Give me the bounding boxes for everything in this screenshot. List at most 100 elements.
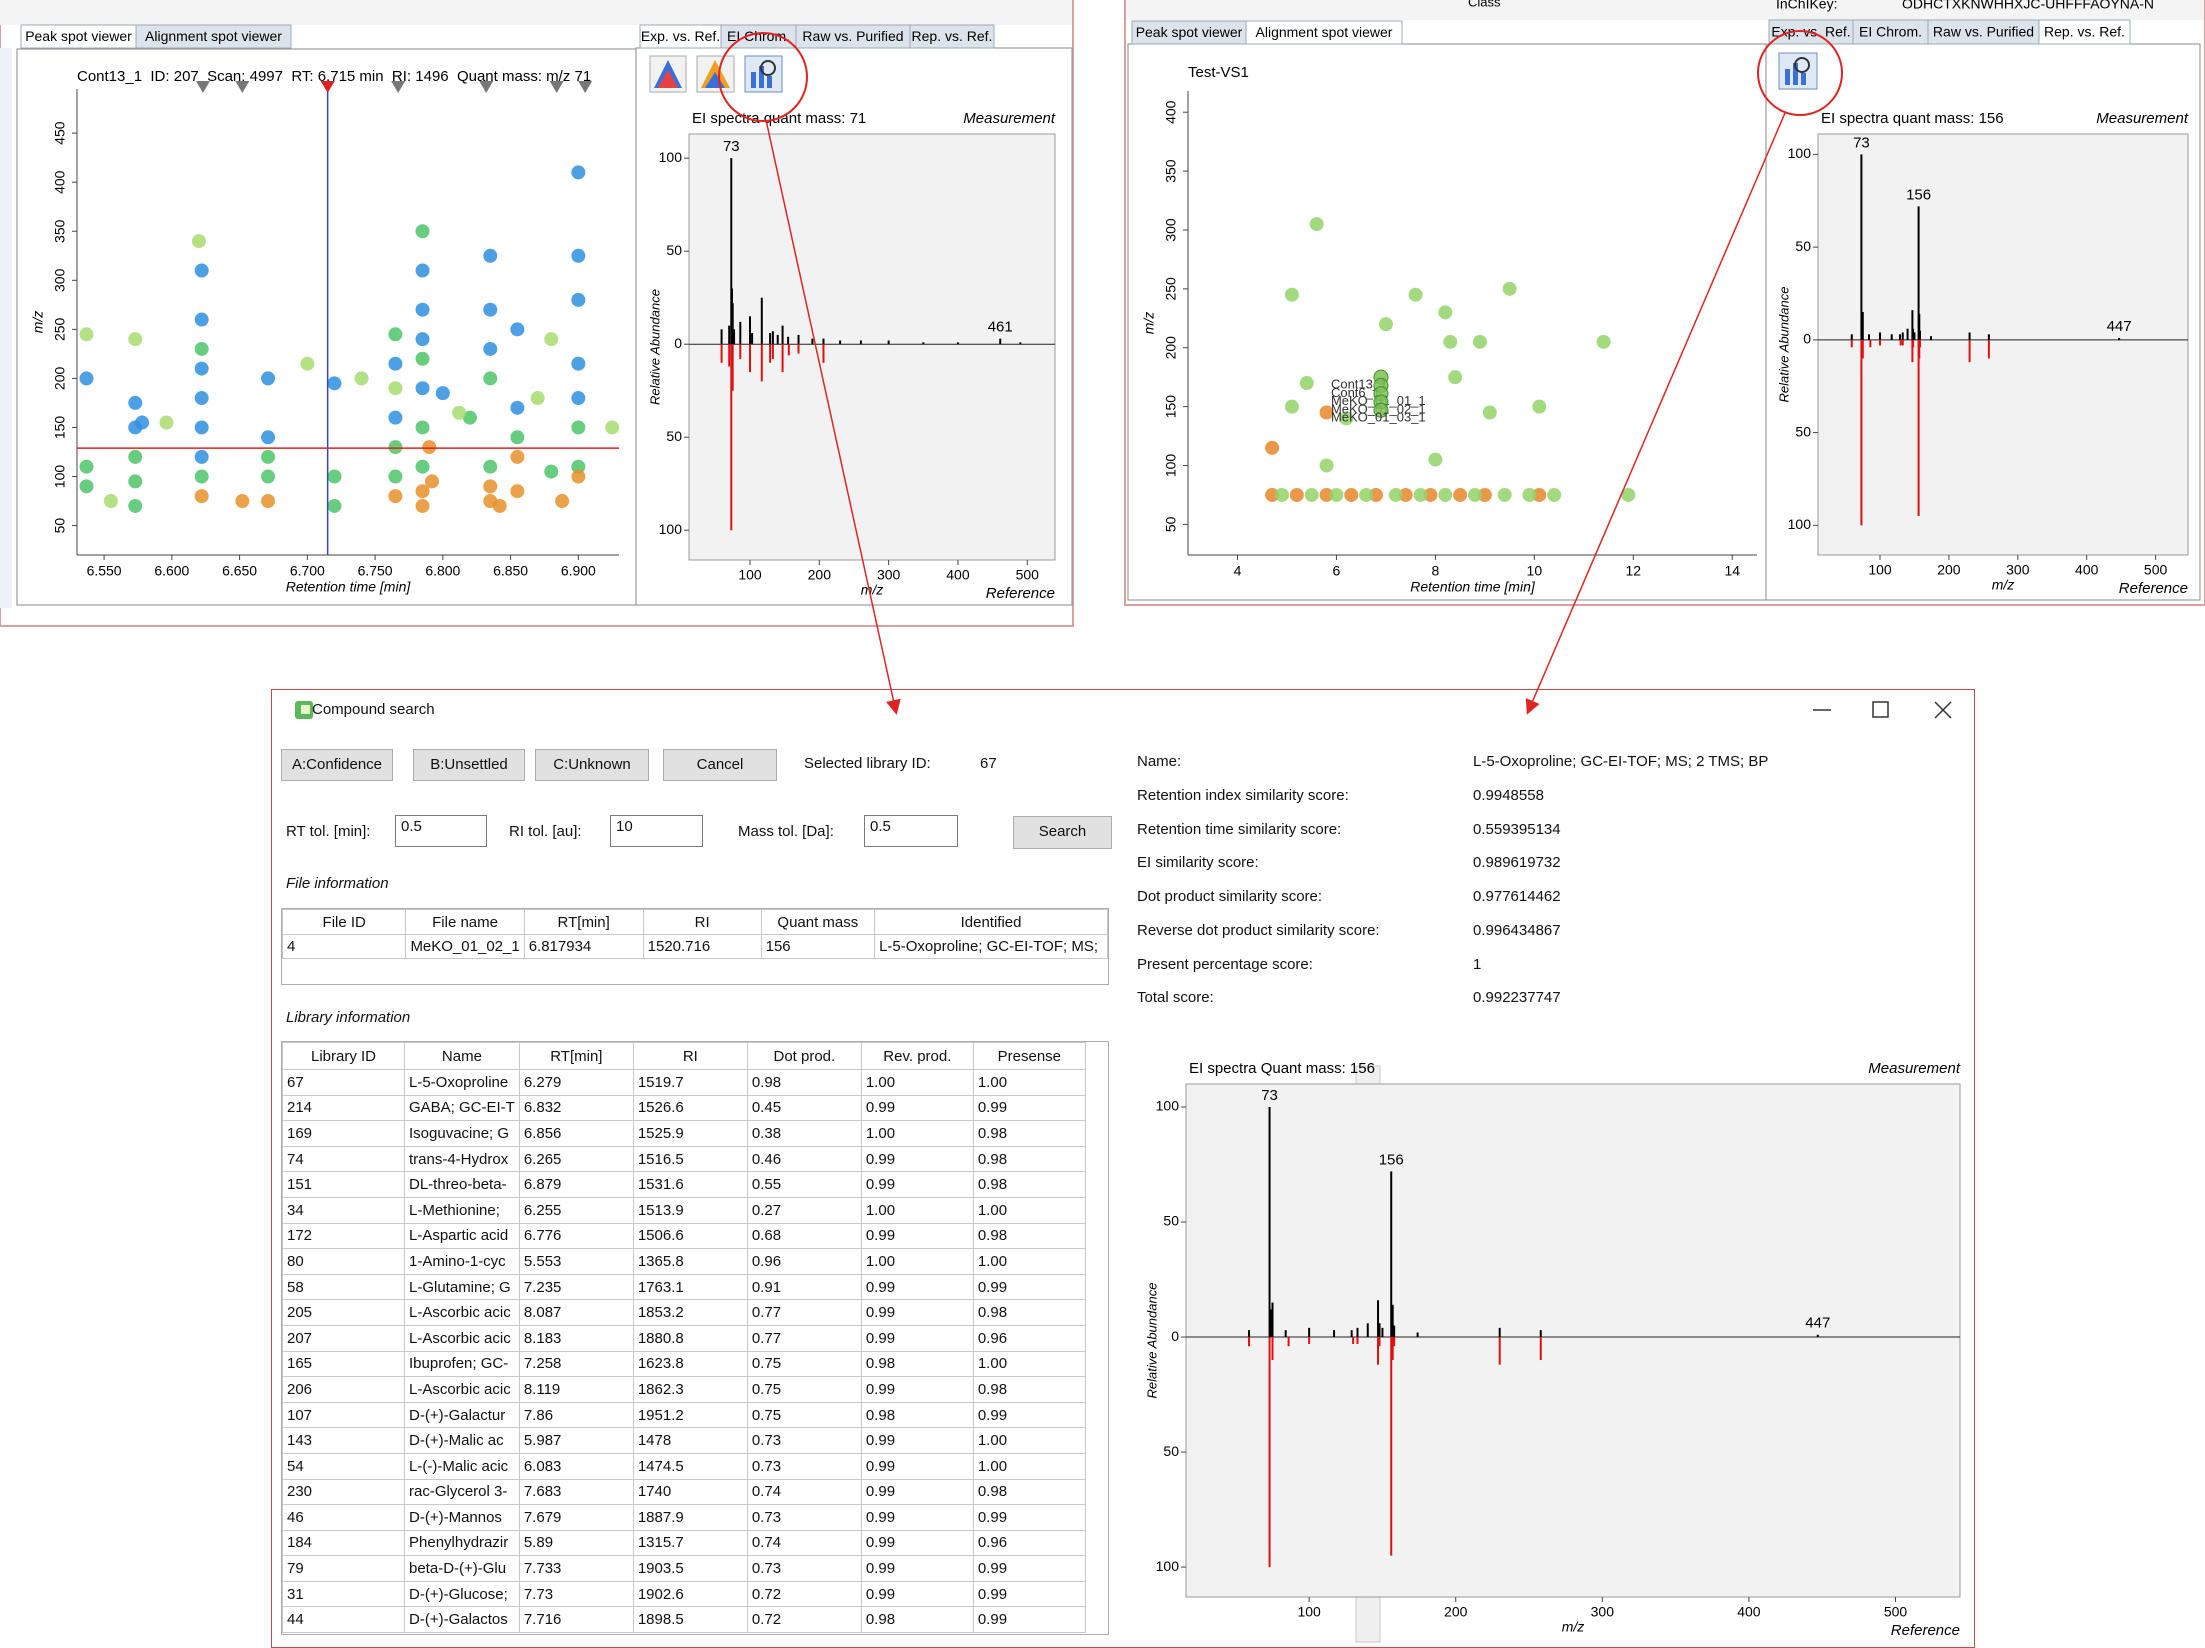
table-row[interactable]: 79 beta-D-(+)-Glu 7.733 1903.5 0.73 0.99 0.99 xyxy=(282,1555,1086,1582)
spot[interactable] xyxy=(194,361,209,376)
spot[interactable] xyxy=(1265,487,1280,502)
table-row[interactable]: 151 DL-threo-beta- 6.879 1531.6 0.55 0.99 0.98 xyxy=(282,1171,1086,1198)
spot[interactable] xyxy=(1289,487,1304,502)
button[interactable]: Cancel xyxy=(663,749,777,781)
spot[interactable] xyxy=(1373,402,1389,418)
spot[interactable] xyxy=(79,327,94,342)
spot[interactable] xyxy=(1472,334,1487,349)
table-row[interactable]: 206 L-Ascorbic acic 8.119 1862.3 0.75 0.99 0.9… xyxy=(282,1376,1086,1403)
column-header[interactable]: File ID xyxy=(281,909,407,935)
spot[interactable] xyxy=(415,381,430,396)
spot[interactable] xyxy=(571,391,586,406)
tab-label[interactable]: Exp. vs. Ref. xyxy=(1771,24,1850,40)
spot[interactable] xyxy=(1339,411,1354,426)
spectrum-tool-icons[interactable] xyxy=(1778,52,1818,90)
column-header[interactable]: Library ID xyxy=(282,1042,405,1070)
spot[interactable] xyxy=(388,440,403,455)
table-row[interactable]: 214 GABA; GC-EI-T 6.832 1526.6 0.45 0.99 0.99 xyxy=(282,1094,1086,1122)
tab[interactable] xyxy=(909,24,995,49)
column-header[interactable]: File name xyxy=(405,909,525,935)
spot[interactable] xyxy=(191,234,206,249)
table-row[interactable]: 58 L-Glutamine; G 7.235 1763.1 0.91 0.99 0.99 xyxy=(282,1273,1086,1301)
column-header[interactable]: Quant mass xyxy=(760,909,876,935)
spot[interactable] xyxy=(1497,487,1512,502)
spot[interactable] xyxy=(79,479,94,494)
column-header[interactable]: Dot prod. xyxy=(746,1042,862,1070)
tab[interactable] xyxy=(1245,20,1403,45)
tab[interactable] xyxy=(135,24,292,49)
spot[interactable] xyxy=(388,327,403,342)
column-header[interactable]: RT[min] xyxy=(518,1042,634,1070)
spot[interactable] xyxy=(235,494,250,509)
table-row[interactable]: 54 L-(-)-Malic acic 6.083 1474.5 0.73 0.99 1.0… xyxy=(282,1452,1086,1480)
spot[interactable] xyxy=(1284,399,1299,414)
tab-label[interactable]: Peak spot viewer xyxy=(1136,24,1243,40)
tab[interactable] xyxy=(1927,19,2040,45)
spot[interactable] xyxy=(483,248,498,263)
spot[interactable] xyxy=(435,386,450,401)
spot[interactable] xyxy=(261,469,276,484)
spot[interactable] xyxy=(571,248,586,263)
spot[interactable] xyxy=(300,356,315,371)
spot[interactable] xyxy=(1482,405,1497,420)
column-header[interactable]: RT[min] xyxy=(523,909,644,935)
spot[interactable] xyxy=(1621,487,1636,502)
spot[interactable] xyxy=(1448,370,1463,385)
tab-label[interactable]: Raw vs. Purified xyxy=(802,28,903,44)
spot[interactable] xyxy=(128,449,143,464)
spot[interactable] xyxy=(483,371,498,386)
spot[interactable] xyxy=(1423,487,1438,502)
tab-label[interactable]: Exp. vs. Ref. xyxy=(641,28,720,44)
spot[interactable] xyxy=(135,415,150,430)
spot[interactable] xyxy=(1438,305,1453,320)
spot[interactable] xyxy=(1275,487,1290,502)
tolerance-input[interactable]: 0.5 xyxy=(395,815,487,847)
spot[interactable] xyxy=(492,498,507,513)
close-button[interactable] xyxy=(1934,701,1952,719)
spot[interactable] xyxy=(422,440,437,455)
table-row[interactable]: 80 1-Amino-1-cyc 5.553 1365.8 0.96 1.00 1.00 xyxy=(282,1248,1086,1275)
spot[interactable] xyxy=(194,391,209,406)
spot[interactable] xyxy=(194,341,209,356)
spot[interactable] xyxy=(1502,281,1517,296)
spot[interactable] xyxy=(128,332,143,347)
spot[interactable] xyxy=(510,449,525,464)
tab-label[interactable]: Alignment spot viewer xyxy=(145,28,282,44)
spot[interactable] xyxy=(544,332,559,347)
spot[interactable] xyxy=(1438,487,1453,502)
spot[interactable] xyxy=(1369,487,1384,502)
spot[interactable] xyxy=(128,498,143,513)
spot[interactable] xyxy=(605,420,620,435)
spot[interactable] xyxy=(483,479,498,494)
tab-label[interactable]: Raw vs. Purified xyxy=(1933,24,2034,40)
spot[interactable] xyxy=(79,371,94,386)
tab-label[interactable]: EI Chrom. xyxy=(727,28,790,44)
spot[interactable] xyxy=(327,469,342,484)
tolerance-input[interactable]: 0.5 xyxy=(864,815,958,847)
spot[interactable] xyxy=(415,332,430,347)
table-row[interactable]: 67 L-5-Oxoproline 6.279 1519.7 0.98 1.00 1.00 xyxy=(282,1069,1086,1096)
spot[interactable] xyxy=(261,371,276,386)
spot[interactable] xyxy=(1319,405,1334,420)
tab[interactable] xyxy=(1852,19,1929,45)
spot[interactable] xyxy=(571,165,586,180)
spot[interactable] xyxy=(415,351,430,366)
column-header[interactable]: RI xyxy=(642,909,762,935)
spot[interactable] xyxy=(1284,287,1299,302)
spot[interactable] xyxy=(1344,487,1359,502)
table-row[interactable]: 172 L-Aspartic acid 6.776 1506.6 0.68 0.99 0.9… xyxy=(282,1222,1086,1250)
spot[interactable] xyxy=(425,474,440,489)
button[interactable]: C:Unknown xyxy=(535,749,649,781)
spot[interactable] xyxy=(1319,487,1334,502)
table-row[interactable]: 230 rac-Glycerol 3- 7.683 1740 0.74 0.99 0.98 xyxy=(282,1478,1086,1506)
spot[interactable] xyxy=(415,498,430,513)
table-row[interactable]: 4 MeKO_01_02_1 6.817934 1520.716 156 L-5-Oxop… xyxy=(281,934,1108,959)
spot[interactable] xyxy=(128,395,143,410)
spot[interactable] xyxy=(1398,487,1413,502)
tab[interactable] xyxy=(2038,19,2131,45)
spot[interactable] xyxy=(1359,487,1374,502)
spot[interactable] xyxy=(415,224,430,239)
tab-label[interactable]: EI Chrom. xyxy=(1859,24,1922,40)
tab-label[interactable]: Alignment spot viewer xyxy=(1256,24,1393,40)
column-header[interactable]: Identified xyxy=(874,909,1108,935)
